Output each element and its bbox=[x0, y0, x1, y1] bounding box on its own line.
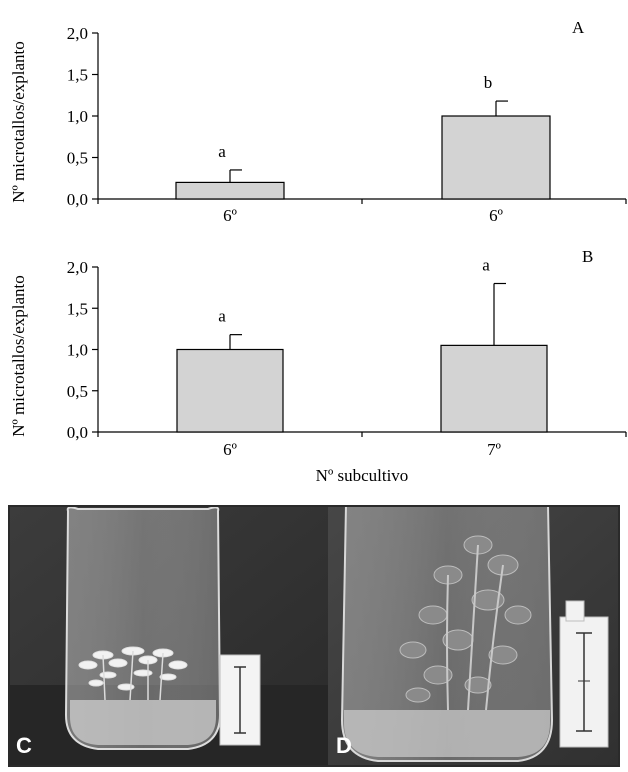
photo-d: D bbox=[328, 505, 620, 767]
photo-c-label: C bbox=[16, 733, 32, 758]
y-tick-label: 0,5 bbox=[67, 149, 88, 168]
significance-letter: a bbox=[482, 256, 490, 275]
photo-c-illustration bbox=[8, 505, 328, 767]
charts-svg: 0,0 0,5 1,0 1,5 2,0 a 6º b 6º Nº microtallos/expl… bbox=[9, 18, 627, 485]
y-tick-label: 2,0 bbox=[67, 258, 88, 277]
bar bbox=[440, 344, 548, 433]
x-tick-label: 6º bbox=[223, 440, 237, 459]
y-tick-label: 0,0 bbox=[67, 423, 88, 442]
photo-c: C bbox=[8, 505, 328, 767]
significance-letter: a bbox=[218, 307, 226, 326]
y-axis-title: Nº microtallos/explanto bbox=[9, 275, 28, 437]
y-tick-label: 0,5 bbox=[67, 382, 88, 401]
chart-panel-b: 0,0 0,5 1,0 1,5 2,0 a 6º a 7º Nº microtallos/expl… bbox=[9, 247, 627, 485]
x-tick-label: 6º bbox=[223, 206, 237, 225]
photo-d-label: D bbox=[336, 733, 352, 758]
y-tick-label: 1,0 bbox=[67, 341, 88, 360]
y-tick-label: 1,5 bbox=[67, 66, 88, 85]
bar bbox=[175, 181, 285, 200]
x-tick-label: 7º bbox=[487, 440, 501, 459]
photo-d-illustration bbox=[328, 505, 620, 767]
y-axis-title: Nº microtallos/explanto bbox=[9, 41, 28, 203]
chart-panel-a: 0,0 0,5 1,0 1,5 2,0 a 6º b 6º Nº microtallos/expl… bbox=[9, 18, 627, 225]
bar bbox=[441, 115, 551, 200]
x-tick-label: 6º bbox=[489, 206, 503, 225]
y-tick-label: 1,0 bbox=[67, 107, 88, 126]
significance-letter: a bbox=[218, 142, 226, 161]
y-tick-label: 2,0 bbox=[67, 24, 88, 43]
bar bbox=[176, 348, 284, 433]
y-tick-label: 0,0 bbox=[67, 190, 88, 209]
panel-label: B bbox=[582, 247, 593, 266]
y-tick-label: 1,5 bbox=[67, 299, 88, 318]
panel-label: A bbox=[572, 18, 585, 37]
x-axis-title: Nº subcultivo bbox=[316, 466, 409, 485]
significance-letter: b bbox=[484, 73, 493, 92]
